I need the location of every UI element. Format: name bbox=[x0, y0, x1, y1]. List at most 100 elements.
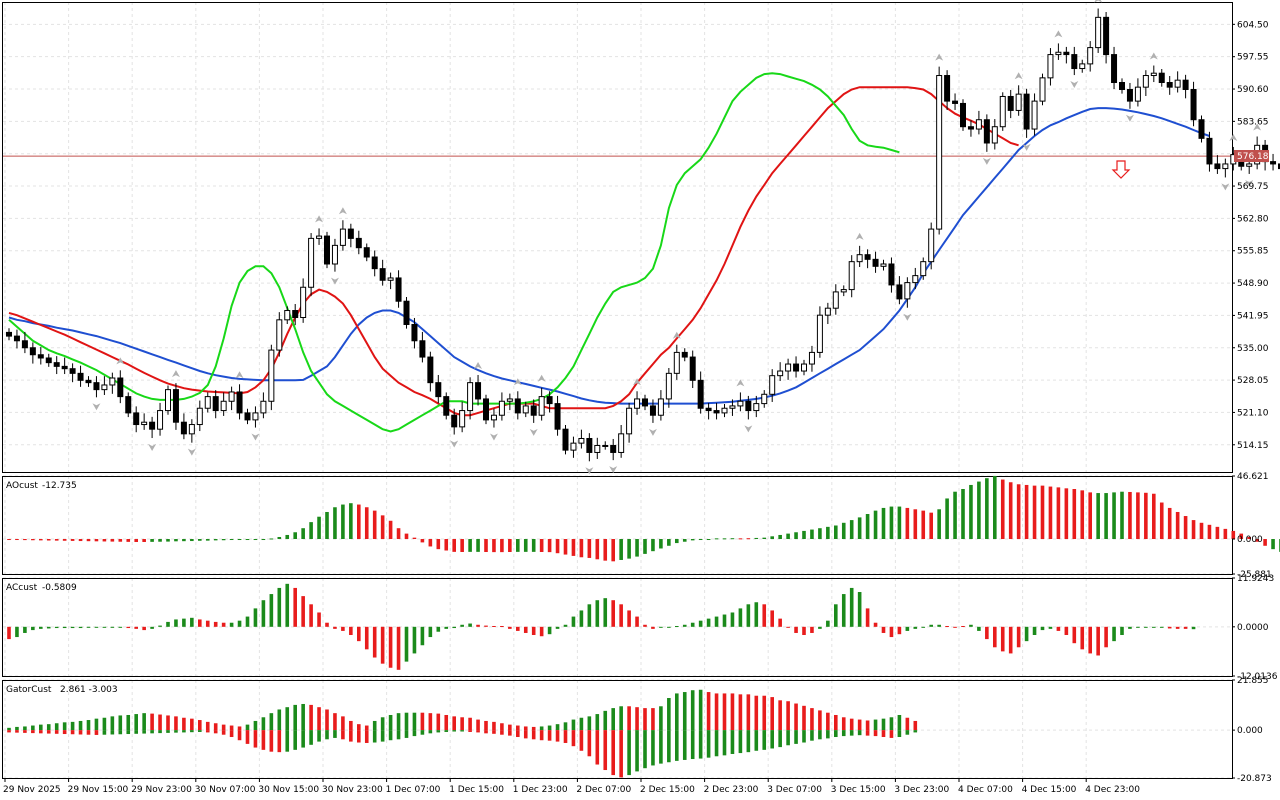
panel-frame-3 bbox=[2, 680, 1233, 779]
candle-body bbox=[657, 398, 664, 416]
ao-bar bbox=[770, 536, 774, 540]
ao-bar bbox=[1056, 487, 1061, 540]
gator-upper-bar bbox=[643, 708, 647, 731]
time-axis-label: 1 Dec 15:00 bbox=[449, 785, 504, 795]
gator-lower-bar bbox=[841, 730, 846, 737]
candle-body bbox=[1039, 77, 1046, 102]
candle-body bbox=[37, 354, 44, 359]
gator-histogram[interactable] bbox=[7, 689, 918, 778]
ac-bar bbox=[770, 610, 774, 627]
time-axis-label: 29 Nov 15:00 bbox=[68, 785, 129, 795]
gator-axis-tick-label: -20.873 bbox=[1237, 774, 1272, 784]
ao-bar bbox=[539, 539, 544, 552]
gator-upper-bar bbox=[682, 692, 687, 731]
ac-bar bbox=[1128, 626, 1132, 629]
candlestick-series[interactable] bbox=[6, 8, 1280, 462]
ao-bar bbox=[1255, 539, 1259, 542]
ac-bar bbox=[325, 622, 329, 627]
ao-bar bbox=[563, 539, 568, 555]
ac-bar bbox=[778, 618, 782, 627]
ao-bar bbox=[1231, 530, 1236, 540]
gator-lower-bar bbox=[388, 730, 393, 741]
candle-body bbox=[808, 351, 815, 365]
gator-lower-bar bbox=[619, 730, 623, 778]
candle-body bbox=[411, 323, 418, 342]
gator-lower-bar bbox=[86, 730, 91, 735]
ao-bar bbox=[54, 539, 59, 541]
fractal-down-icon bbox=[251, 433, 260, 441]
ac-bar bbox=[1064, 626, 1069, 636]
ao-histogram[interactable] bbox=[7, 476, 1280, 562]
gator-upper-bar bbox=[253, 720, 258, 731]
candle-body bbox=[29, 347, 36, 356]
gator-lower-bar bbox=[810, 730, 814, 741]
time-axis-label: 4 Dec 07:00 bbox=[958, 785, 1013, 795]
candle-body bbox=[705, 407, 712, 412]
ac-bar bbox=[372, 626, 377, 658]
ao-bar bbox=[436, 539, 441, 550]
gator-lower-bar bbox=[428, 730, 433, 734]
ac-axis-tick-label: 11.9243 bbox=[1237, 574, 1274, 584]
ac-bar bbox=[277, 587, 282, 627]
gator-upper-bar bbox=[698, 689, 703, 731]
ao-bar bbox=[587, 539, 592, 558]
candle-body bbox=[188, 424, 195, 435]
gator-upper-bar bbox=[818, 710, 822, 731]
gator-lower-bar bbox=[31, 730, 35, 734]
candle-body bbox=[165, 389, 171, 412]
candle-body bbox=[522, 405, 529, 414]
candle-body bbox=[292, 310, 299, 319]
candle-body bbox=[1182, 79, 1189, 90]
fractal-up-icon bbox=[1054, 30, 1063, 38]
ao-bar bbox=[174, 539, 178, 542]
fractal-up-icon bbox=[338, 207, 347, 215]
ac-bar bbox=[317, 612, 321, 627]
candle-body bbox=[1103, 16, 1110, 56]
ao-bar bbox=[468, 539, 472, 552]
gator-upper-bar bbox=[452, 716, 456, 731]
candle-body bbox=[785, 363, 792, 372]
gator-lower-bar bbox=[269, 730, 274, 752]
candle-body bbox=[626, 407, 633, 435]
candle-body bbox=[1023, 93, 1030, 130]
fractal-up-icon bbox=[935, 53, 944, 61]
ao-bar bbox=[404, 533, 409, 540]
gator-lower-bar bbox=[213, 730, 218, 734]
ao-bar bbox=[1223, 528, 1228, 540]
gator-title: GatorCust bbox=[6, 685, 52, 695]
gator-upper-bar bbox=[46, 724, 51, 731]
gator-lower-bar bbox=[492, 730, 496, 734]
ac-bar bbox=[508, 626, 512, 629]
gator-upper-bar bbox=[412, 712, 417, 731]
ac-bar bbox=[404, 626, 409, 662]
alligator-lips-line bbox=[8, 72, 900, 433]
candle-body bbox=[721, 407, 728, 414]
ac-bar bbox=[94, 626, 99, 628]
ac-bar bbox=[245, 616, 250, 627]
gator-lower-bar bbox=[611, 730, 615, 776]
ac-bar bbox=[237, 620, 242, 627]
ao-bar bbox=[1191, 520, 1196, 540]
gator-upper-bar bbox=[627, 706, 631, 731]
ao-bar bbox=[826, 526, 830, 540]
candle-body bbox=[753, 403, 760, 412]
candle-body bbox=[562, 428, 569, 451]
candle-body bbox=[514, 398, 521, 414]
ao-bar bbox=[1239, 533, 1244, 540]
gator-upper-bar bbox=[754, 695, 759, 731]
ac-histogram[interactable] bbox=[7, 583, 1196, 670]
candle-body bbox=[824, 307, 831, 316]
fractal-markers bbox=[92, 0, 1262, 475]
gator-lower-bar bbox=[372, 730, 377, 743]
gator-upper-bar bbox=[500, 723, 504, 731]
candle-body bbox=[737, 400, 744, 407]
fractal-up-icon bbox=[116, 357, 125, 365]
candle-body bbox=[1246, 163, 1253, 167]
ac-bar bbox=[579, 610, 584, 627]
candle-body bbox=[681, 351, 688, 358]
ao-bar bbox=[1064, 488, 1069, 540]
ac-bar bbox=[706, 618, 711, 627]
candle-body bbox=[888, 263, 895, 286]
fractal-up-icon bbox=[736, 379, 745, 387]
